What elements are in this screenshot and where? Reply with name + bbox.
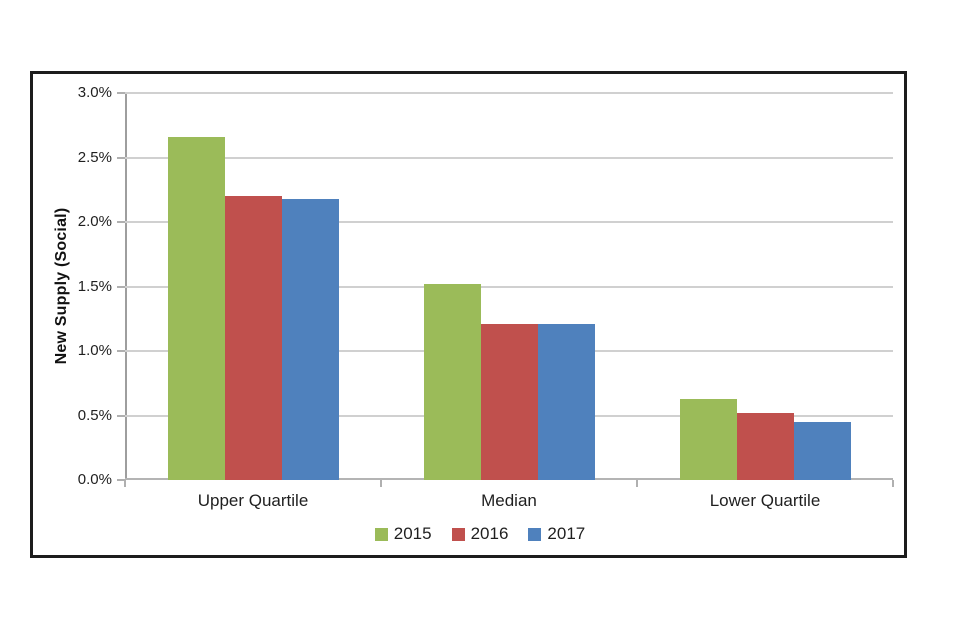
legend-swatch xyxy=(528,527,542,541)
y-tick-label: 0.0% xyxy=(77,471,112,488)
x-category-label: Upper Quartile xyxy=(197,491,309,510)
x-axis-tick xyxy=(380,480,382,487)
y-tick-label: 0.5% xyxy=(77,406,112,424)
y-tick-label: 3.0% xyxy=(77,84,112,101)
x-axis-tick xyxy=(636,480,638,487)
y-tick-label: 1.0% xyxy=(77,342,112,359)
bar-2016-lower-quartile xyxy=(736,412,794,480)
y-axis-tick xyxy=(117,414,125,417)
legend-item: 2015 xyxy=(374,524,432,544)
x-category-label: Median xyxy=(481,491,537,510)
legend-label: 2016 xyxy=(470,524,509,543)
bar-2016-median xyxy=(480,323,538,480)
legend-swatch xyxy=(451,527,465,541)
y-tick-label: 2.0% xyxy=(77,213,112,230)
bar-2017-median xyxy=(537,323,595,480)
y-axis-tick xyxy=(117,221,125,223)
legend-label: 2017 xyxy=(547,524,586,543)
chart-legend: 2015 2016 2017 xyxy=(0,524,960,544)
bar-2017-lower-quartile xyxy=(793,421,851,480)
y-axis-tick xyxy=(117,479,125,481)
bar-2016-upper-quartile xyxy=(224,196,282,480)
bar-2015-lower-quartile xyxy=(679,398,737,480)
y-axis-tick xyxy=(117,156,125,159)
bar-2015-median xyxy=(423,283,481,480)
legend-item: 2017 xyxy=(528,524,585,544)
y-gridline xyxy=(125,156,893,159)
y-axis-tick xyxy=(117,92,125,94)
y-gridline xyxy=(125,285,893,288)
x-axis-tick xyxy=(124,480,126,487)
y-gridline xyxy=(125,92,893,94)
x-axis-tick xyxy=(892,480,894,487)
bar-2015-upper-quartile xyxy=(167,136,225,480)
y-axis-tick xyxy=(117,350,125,352)
y-tick-label: 1.5% xyxy=(77,277,112,295)
legend-item: 2016 xyxy=(451,524,509,544)
legend-label: 2015 xyxy=(393,524,432,543)
y-tick-label: 2.5% xyxy=(77,148,112,166)
y-gridline xyxy=(125,221,893,223)
bar-2017-upper-quartile xyxy=(281,198,339,480)
y-axis-tick xyxy=(117,285,125,288)
x-category-label: Lower Quartile xyxy=(709,491,821,510)
legend-swatch xyxy=(374,527,388,541)
